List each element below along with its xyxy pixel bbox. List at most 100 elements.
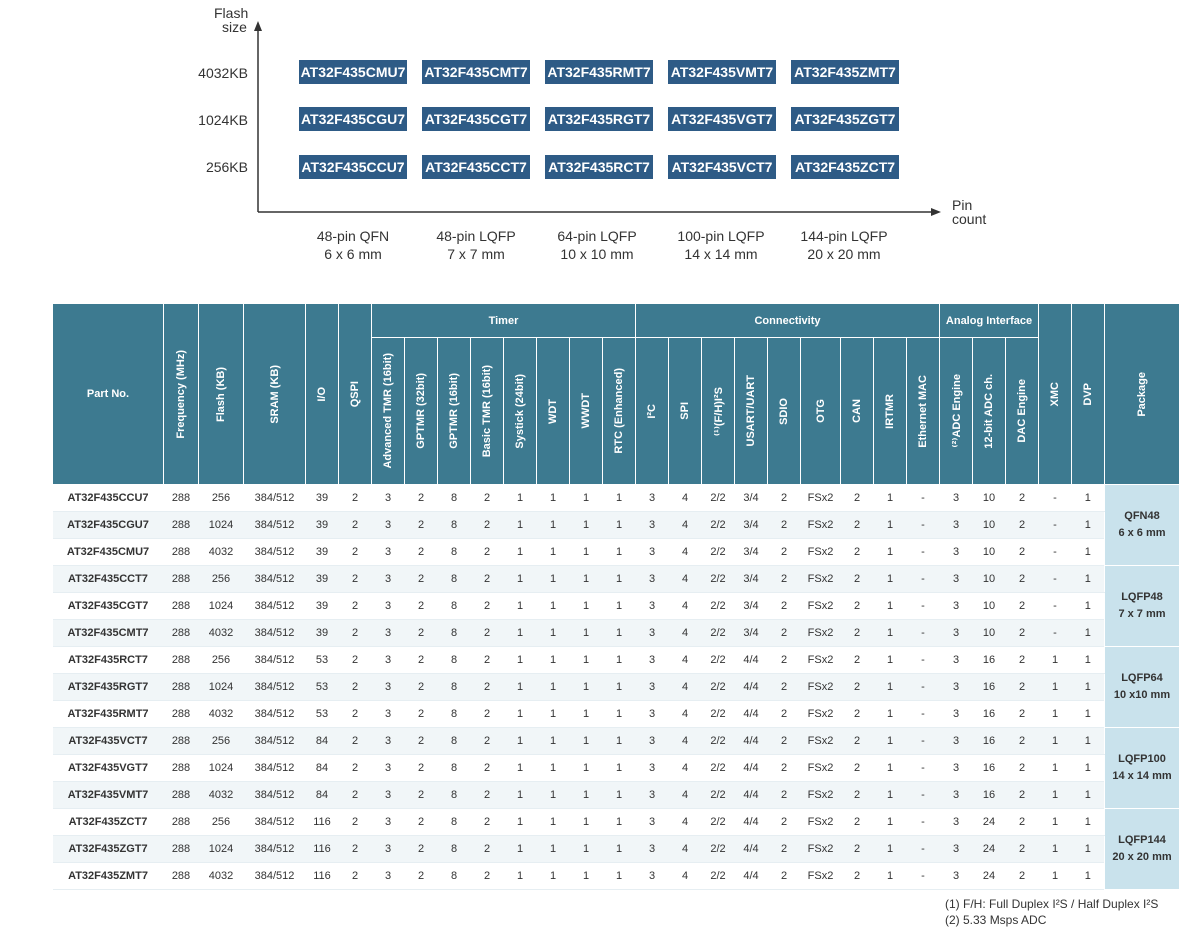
table-cell: 84 bbox=[305, 781, 339, 809]
header-timer: WWDT bbox=[569, 337, 603, 485]
header-dvp: DVP bbox=[1071, 303, 1105, 485]
header-timer-text: WWDT bbox=[580, 393, 592, 429]
table-cell: FSx2 bbox=[800, 808, 841, 836]
table-cell: 16 bbox=[972, 700, 1006, 728]
table-cell: 288 bbox=[163, 538, 199, 566]
header-connectivity-group: Connectivity bbox=[635, 302, 940, 339]
table-cell: 384/512 bbox=[243, 781, 306, 809]
table-cell: 288 bbox=[163, 700, 199, 728]
table-cell: 1 bbox=[536, 727, 570, 755]
table-cell: 3 bbox=[939, 592, 973, 620]
table-cell: 1 bbox=[536, 862, 570, 890]
table-cell: 3 bbox=[635, 808, 669, 836]
table-cell: 2 bbox=[1005, 673, 1039, 701]
part-chip: AT32F435RCT7 bbox=[545, 155, 653, 179]
table-cell: 4/4 bbox=[734, 727, 768, 755]
y-axis-arrow bbox=[254, 21, 262, 31]
table-cell: 1 bbox=[873, 484, 907, 512]
table-cell: 1 bbox=[873, 781, 907, 809]
table-cell: 1 bbox=[602, 700, 636, 728]
table-cell: 4/4 bbox=[734, 808, 768, 836]
header-conn: CAN bbox=[840, 337, 874, 485]
table-cell: 4/4 bbox=[734, 781, 768, 809]
table-cell: 384/512 bbox=[243, 754, 306, 782]
table-cell: 1 bbox=[503, 646, 537, 674]
header-analog: ⁽²⁾ADC Engine bbox=[939, 337, 973, 485]
table-cell: 288 bbox=[163, 754, 199, 782]
header-analog-text: ⁽²⁾ADC Engine bbox=[950, 374, 963, 448]
table-cell: 84 bbox=[305, 727, 339, 755]
header-timer-text: Advanced TMR (16bit) bbox=[382, 353, 394, 469]
table-cell: 4 bbox=[668, 862, 702, 890]
table-cell: 1 bbox=[503, 673, 537, 701]
table-cell: FSx2 bbox=[800, 781, 841, 809]
table-cell: FSx2 bbox=[800, 565, 841, 593]
table-cell: 2 bbox=[404, 673, 438, 701]
package-cell-name: LQFP64 bbox=[1121, 672, 1163, 684]
header-conn-text: ⁽¹⁾(F/H)I²S bbox=[712, 386, 725, 436]
table-cell: 2 bbox=[767, 592, 801, 620]
table-cell: 4/4 bbox=[734, 835, 768, 863]
package-size: 10 x 10 mm bbox=[560, 246, 634, 262]
table-cell: 39 bbox=[305, 592, 339, 620]
table-cell: 1 bbox=[536, 646, 570, 674]
table-cell: 3 bbox=[939, 484, 973, 512]
table-cell: 1 bbox=[1038, 781, 1072, 809]
header-qspi: QSPI bbox=[338, 303, 372, 485]
table-cell: 2 bbox=[1005, 727, 1039, 755]
table-cell: 2 bbox=[470, 727, 504, 755]
table-cell: 2 bbox=[840, 646, 874, 674]
table-cell: 384/512 bbox=[243, 862, 306, 890]
header-conn: Ethernet MAC bbox=[906, 337, 940, 485]
part-number-cell: AT32F435VGT7 bbox=[52, 754, 164, 782]
table-cell: 384/512 bbox=[243, 700, 306, 728]
table-cell: 84 bbox=[305, 754, 339, 782]
table-cell: 1 bbox=[1071, 673, 1105, 701]
table-cell: 3 bbox=[635, 646, 669, 674]
part-chip: AT32F435VGT7 bbox=[668, 107, 776, 131]
package-cell: LQFP64 10 x10 mm bbox=[1104, 646, 1180, 728]
header-conn-text: I²C bbox=[646, 403, 658, 419]
product-matrix: Flash size Pin count 4032KB 1024KB 256KB… bbox=[0, 0, 1204, 290]
table-cell: 1 bbox=[873, 727, 907, 755]
table-cell: 4/4 bbox=[734, 754, 768, 782]
table-cell: 1 bbox=[1071, 484, 1105, 512]
table-cell: - bbox=[906, 835, 940, 863]
table-cell: 2 bbox=[1005, 592, 1039, 620]
table-cell: 2 bbox=[767, 511, 801, 539]
table-cell: 288 bbox=[163, 565, 199, 593]
header-sram: SRAM (KB) bbox=[243, 303, 306, 485]
header-xmc-text: XMC bbox=[1049, 381, 1061, 407]
table-row: AT32F435CMT7 288 4032 384/512 39 2 3 2 8 2 1 1 1 1 3 4 2… bbox=[52, 619, 1180, 647]
header-flash-text: Flash (KB) bbox=[215, 366, 227, 422]
table-cell: 1 bbox=[873, 592, 907, 620]
table-cell: 116 bbox=[305, 808, 339, 836]
part-chip: AT32F435RMT7 bbox=[545, 60, 653, 84]
part-chip: AT32F435RGT7 bbox=[545, 107, 653, 131]
table-cell: 1 bbox=[536, 781, 570, 809]
table-cell: 288 bbox=[163, 862, 199, 890]
table-cell: 1 bbox=[1038, 646, 1072, 674]
table-cell: 2 bbox=[767, 835, 801, 863]
table-cell: 2 bbox=[840, 781, 874, 809]
table-cell: 1 bbox=[602, 538, 636, 566]
table-cell: 1 bbox=[536, 565, 570, 593]
table-cell: 2 bbox=[1005, 835, 1039, 863]
table-cell: 4 bbox=[668, 538, 702, 566]
table-cell: 3 bbox=[939, 862, 973, 890]
table-cell: 4/4 bbox=[734, 700, 768, 728]
table-cell: 1024 bbox=[198, 511, 244, 539]
table-cell: 2 bbox=[1005, 754, 1039, 782]
table-cell: 2 bbox=[338, 565, 372, 593]
table-cell: FSx2 bbox=[800, 538, 841, 566]
flash-size-label: 1024KB bbox=[198, 112, 248, 128]
table-cell: 3 bbox=[939, 700, 973, 728]
table-row: AT32F435CGU7 288 1024 384/512 39 2 3 2 8 2 1 1 1 1 3 4 2… bbox=[52, 511, 1180, 539]
table-cell: 2 bbox=[840, 808, 874, 836]
table-cell: 4/4 bbox=[734, 646, 768, 674]
table-cell: 16 bbox=[972, 646, 1006, 674]
table-cell: 2 bbox=[404, 565, 438, 593]
table-cell: 3 bbox=[371, 781, 405, 809]
table-cell: 384/512 bbox=[243, 511, 306, 539]
table-cell: 3/4 bbox=[734, 538, 768, 566]
